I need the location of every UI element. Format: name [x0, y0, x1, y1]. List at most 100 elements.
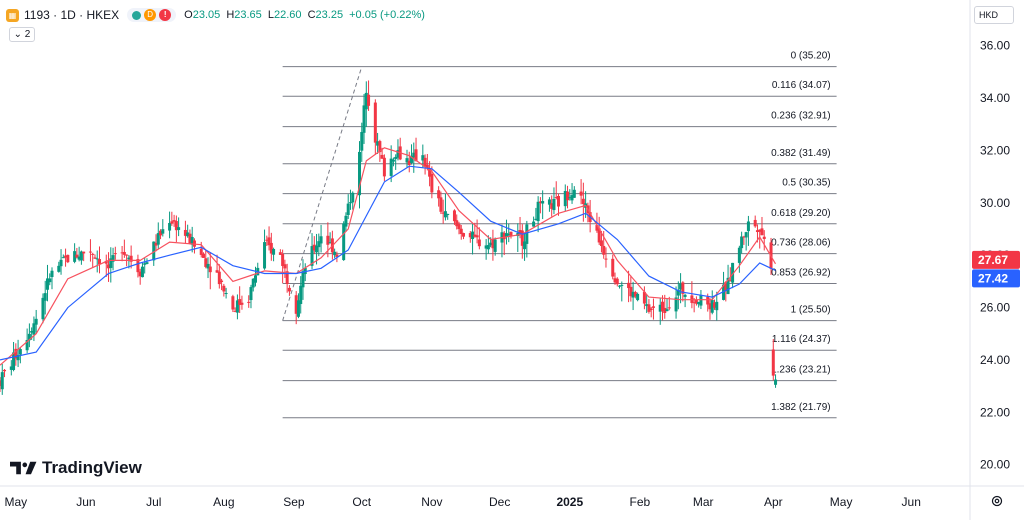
- candle-body: [396, 150, 400, 158]
- warning-badge[interactable]: !: [159, 9, 172, 21]
- candle-body: [604, 258, 608, 260]
- y-tick-label: 32.00: [980, 143, 1010, 157]
- data-delay-badge[interactable]: D: [144, 9, 157, 21]
- candle-body: [208, 266, 212, 273]
- x-tick-label: Nov: [421, 495, 442, 509]
- candle-body: [326, 235, 330, 245]
- candle-body: [391, 159, 395, 162]
- candle-body: [138, 271, 142, 277]
- x-tick-label: Jun: [76, 495, 95, 509]
- candle-body: [437, 190, 441, 199]
- tradingview-logo[interactable]: TradingView: [10, 458, 142, 478]
- candle-body: [665, 309, 669, 312]
- candle-body: [43, 293, 47, 301]
- x-tick-label: May: [4, 495, 27, 509]
- candle-body: [283, 264, 287, 269]
- candle-body: [382, 157, 386, 177]
- candle-body: [154, 242, 158, 246]
- candle-body: [272, 248, 276, 255]
- candle-body: [615, 278, 619, 285]
- candle-body: [231, 296, 235, 310]
- candle-body: [129, 255, 133, 262]
- candle-body: [50, 270, 54, 277]
- candle-body: [502, 232, 506, 240]
- candle-body: [254, 275, 258, 283]
- currency-selector[interactable]: HKD: [974, 6, 1014, 24]
- candle-body: [61, 257, 65, 259]
- open-value: 23.05: [192, 9, 221, 21]
- candle-body: [77, 256, 81, 260]
- candle-body: [235, 300, 239, 313]
- candle-body: [104, 260, 108, 264]
- candle-body: [183, 229, 187, 236]
- market-open-icon: [132, 10, 142, 20]
- candle-body: [742, 236, 746, 238]
- candle-body: [328, 242, 332, 244]
- candle-body: [446, 213, 450, 215]
- candle-body: [595, 225, 599, 231]
- candle-body: [475, 235, 479, 238]
- brand-name: TradingView: [42, 458, 142, 477]
- status-badges[interactable]: D !: [127, 8, 177, 22]
- candle-body: [746, 221, 750, 232]
- candle-body: [618, 285, 622, 287]
- candle-body: [706, 296, 710, 305]
- candle-body: [534, 218, 538, 221]
- indicators-toggle-button[interactable]: ⌄ 2: [9, 27, 35, 42]
- candle-body: [206, 263, 210, 269]
- ma-slow-line: [0, 165, 776, 361]
- fib-level-label: 0.236 (32.91): [771, 111, 831, 122]
- fib-level-label: 0.382 (31.49): [771, 148, 831, 159]
- candle-body: [667, 307, 671, 309]
- candle-body: [430, 173, 434, 193]
- candle-body: [344, 215, 348, 227]
- candle-body: [18, 349, 22, 355]
- candle-body: [760, 228, 764, 236]
- x-tick-label: Mar: [693, 495, 714, 509]
- fib-level-label: 0.853 (26.92): [771, 267, 831, 278]
- candle-body: [471, 231, 475, 240]
- candle-body: [554, 197, 558, 199]
- x-tick-label: Sep: [283, 495, 305, 509]
- candle-body: [509, 231, 513, 236]
- candle-body: [484, 245, 488, 249]
- candle-body: [633, 292, 637, 297]
- candle-body: [360, 132, 364, 151]
- candle-body: [491, 239, 495, 249]
- candle-body: [174, 221, 178, 231]
- candle-body: [95, 258, 99, 260]
- candle-body: [238, 299, 242, 305]
- candle-body: [697, 301, 701, 305]
- high-value: 23.65: [234, 9, 262, 21]
- candle-body: [518, 229, 522, 235]
- gear-icon[interactable]: [990, 494, 1004, 508]
- candle-body: [168, 222, 172, 231]
- candle-body: [299, 285, 303, 305]
- candle-body: [376, 141, 380, 146]
- exchange-icon: ▦: [6, 8, 19, 22]
- candle-body: [215, 270, 219, 273]
- candle-body: [566, 191, 570, 201]
- candle-body: [48, 278, 52, 283]
- symbol-title[interactable]: 1193 · 1D · HKEX: [24, 8, 120, 22]
- candle-body: [82, 251, 86, 254]
- candle-body: [12, 352, 16, 370]
- candle-body: [201, 253, 205, 258]
- candle-body: [358, 151, 362, 196]
- candle-body: [441, 212, 445, 214]
- candle-body: [631, 291, 635, 298]
- candle-body: [367, 94, 371, 106]
- candle-body: [681, 282, 685, 294]
- candle-body: [457, 224, 461, 230]
- candle-body: [758, 229, 762, 232]
- indicator-count: 2: [24, 29, 31, 40]
- candle-body: [294, 295, 298, 314]
- x-tick-label: Aug: [213, 495, 234, 509]
- candle-body: [405, 158, 409, 163]
- candle-body: [64, 255, 68, 258]
- candle-body: [27, 333, 31, 341]
- candle-body: [602, 245, 606, 255]
- candle-body: [731, 262, 735, 283]
